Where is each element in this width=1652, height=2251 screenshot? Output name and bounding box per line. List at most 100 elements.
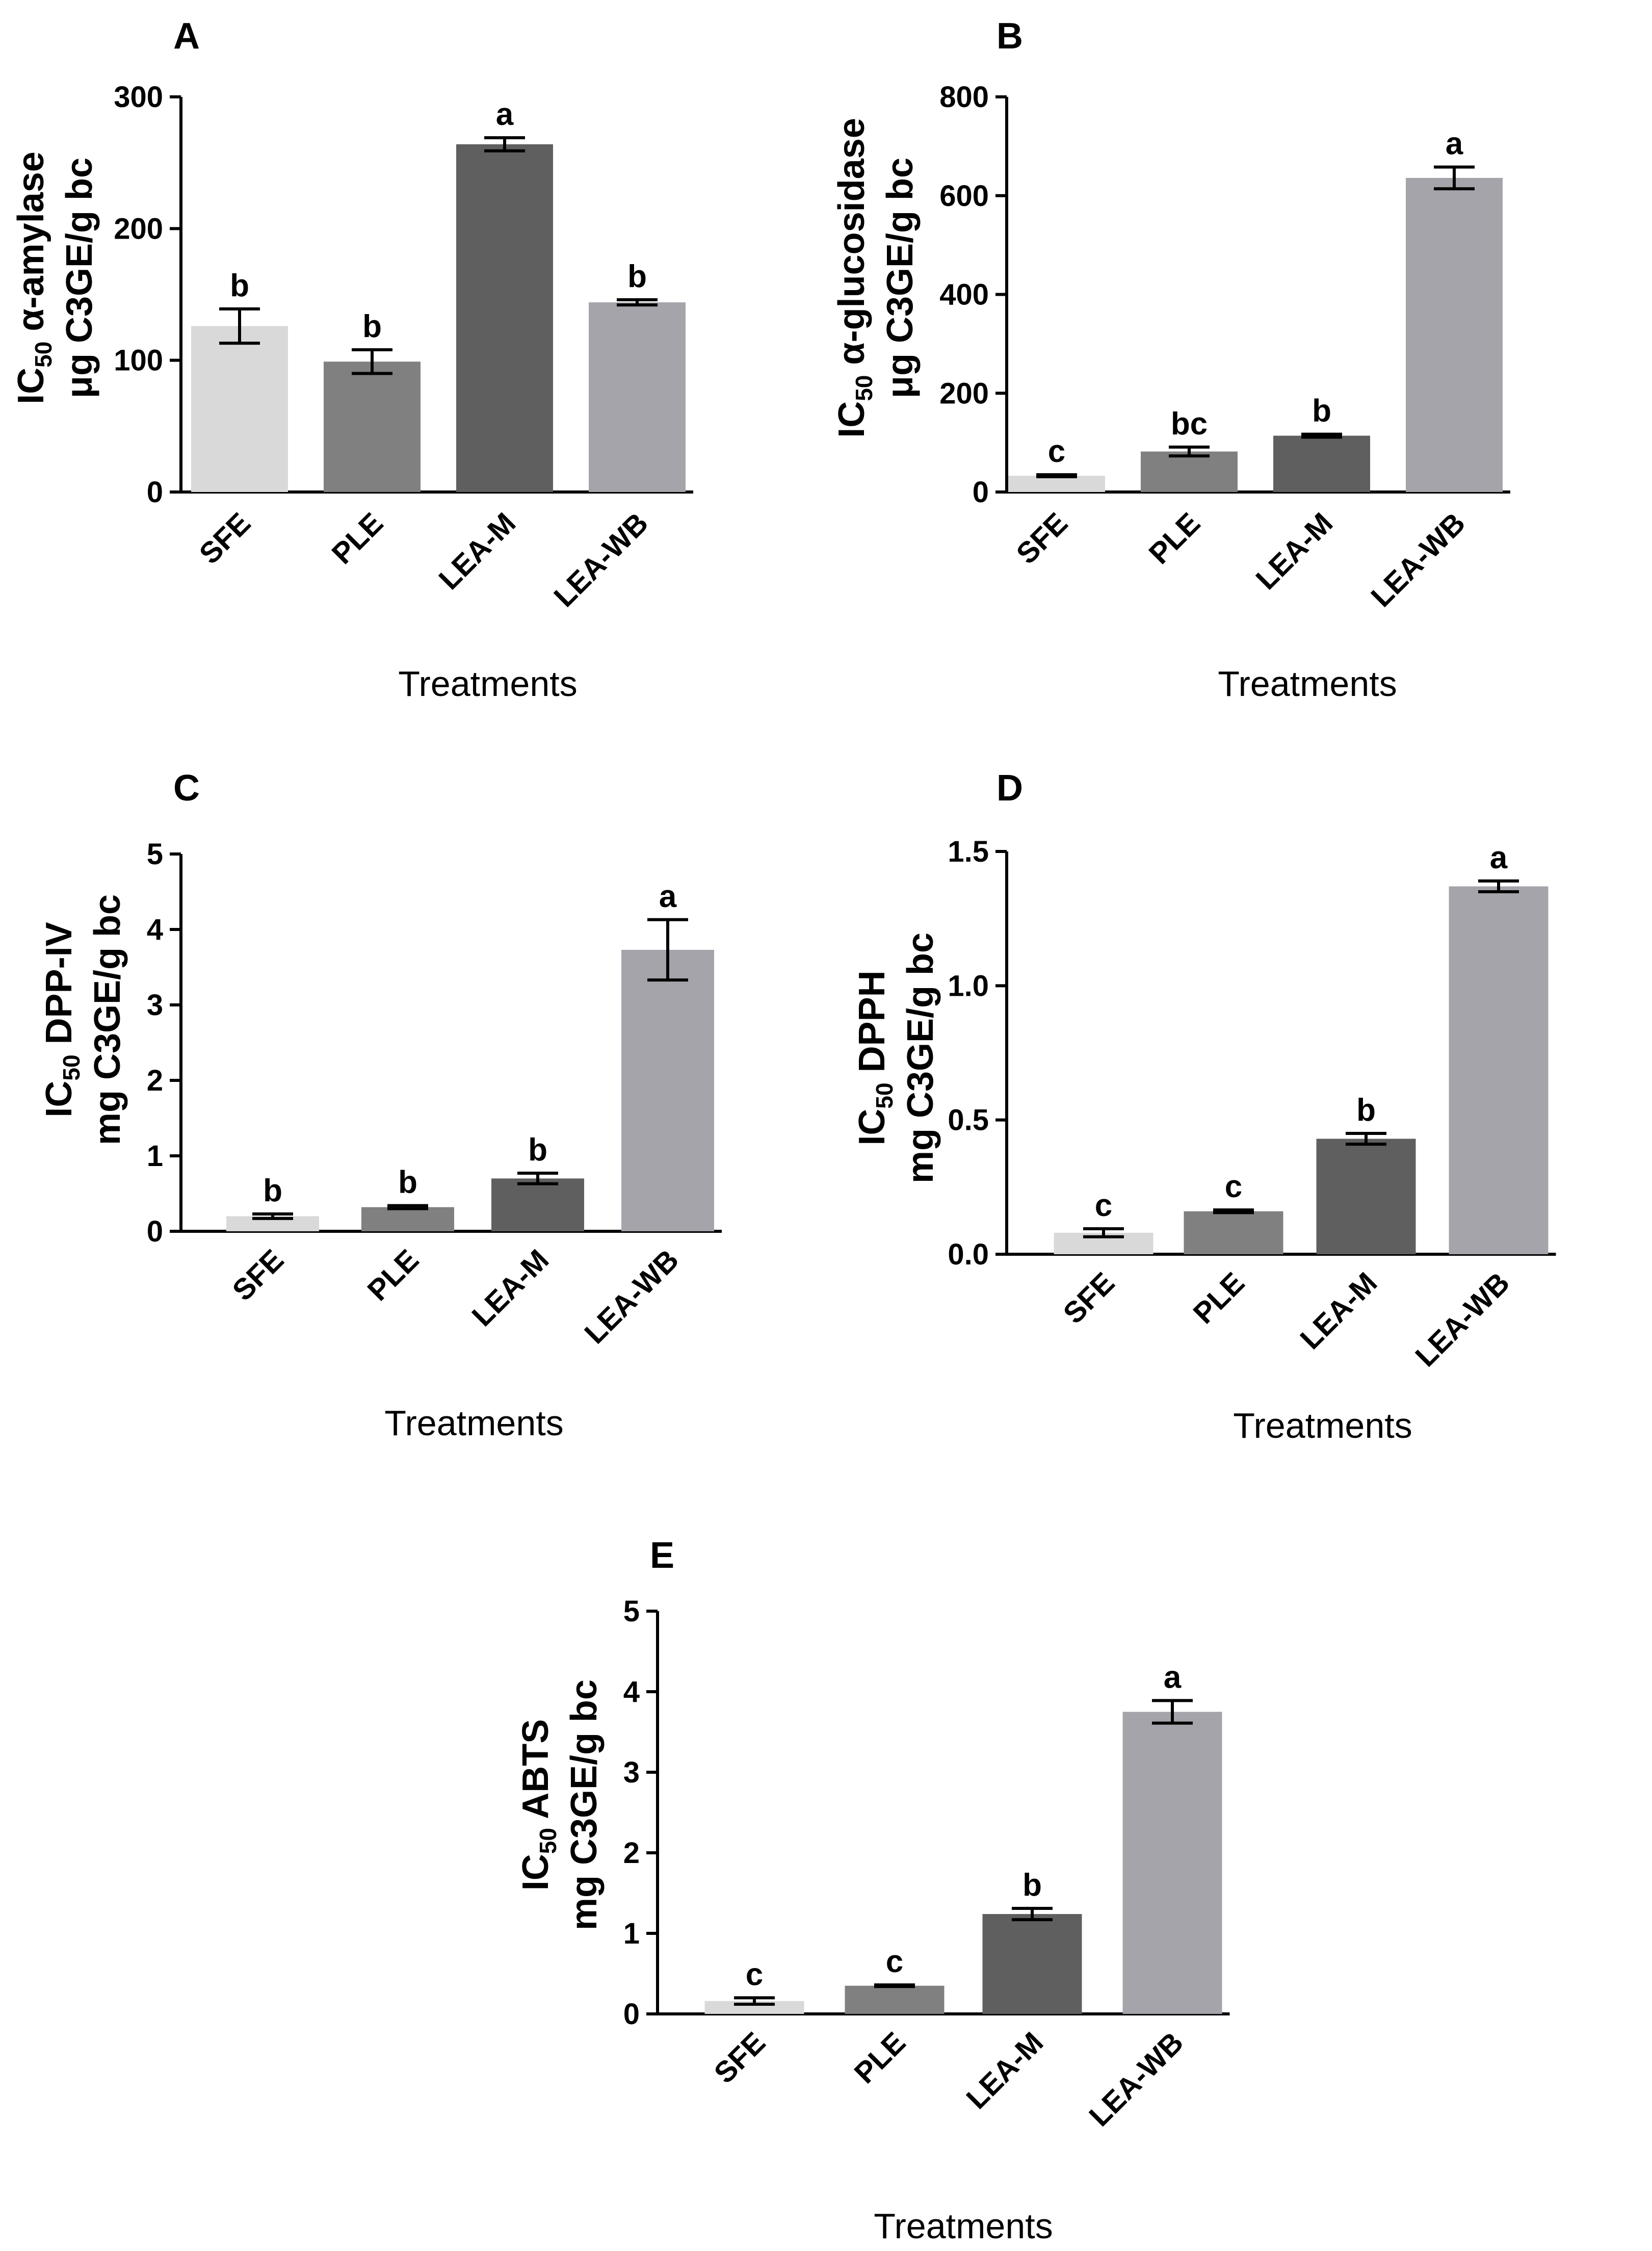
category-label-b: PLE xyxy=(1142,506,1207,571)
bar-a-lea-wb xyxy=(589,302,686,492)
significance-label-b: a xyxy=(1446,126,1463,162)
significance-label-d: c xyxy=(1095,1188,1112,1223)
y-tick-label-e: 4 xyxy=(623,1675,640,1709)
category-label-c: PLE xyxy=(361,1243,425,1307)
y-tick-label-d: 0.5 xyxy=(948,1104,989,1137)
category-label-b: SFE xyxy=(1010,506,1074,571)
bar-b-lea-wb xyxy=(1406,177,1503,492)
bar-d-lea-wb xyxy=(1449,886,1549,1254)
y-tick-label-c: 3 xyxy=(147,989,163,1022)
y-axis-label-c-line1: IC50 DPP-IV xyxy=(39,922,85,1117)
category-label-b: LEA-WB xyxy=(1365,506,1472,613)
y-tick-label-a: 200 xyxy=(114,212,163,245)
category-label-c: SFE xyxy=(226,1243,290,1307)
y-axis-label-a-line1: IC50 α-amylase xyxy=(11,151,57,404)
y-tick-label-a: 0 xyxy=(147,476,163,509)
y-tick-label-e: 5 xyxy=(623,1595,640,1628)
significance-label-a: b xyxy=(230,268,249,303)
category-label-e: PLE xyxy=(848,2026,912,2090)
significance-label-c: b xyxy=(263,1173,282,1208)
panel-e: E IC50 ABTS mg C3GE/g bc Treatments 0 1 2 3… xyxy=(515,1535,1230,2246)
panel-c: C IC50 DPP-IV mg C3GE/g bc Treatments 0 1… xyxy=(39,768,722,1443)
panel-letter-b: B xyxy=(997,16,1023,57)
significance-label-b: b xyxy=(1312,394,1331,429)
panel-b: B IC50 α-glucosidase μg C3GE/g bc Treatm… xyxy=(831,16,1510,704)
significance-label-c: b xyxy=(398,1165,417,1200)
significance-label-e: b xyxy=(1022,1868,1042,1903)
category-label-e: LEA-WB xyxy=(1083,2026,1190,2133)
x-axis-label-c: Treatments xyxy=(384,1403,563,1443)
y-tick-label-d: 1.0 xyxy=(948,969,989,1002)
category-label-d: SFE xyxy=(1057,1266,1121,1330)
bar-a-lea-m xyxy=(456,144,553,492)
y-tick-label-e: 1 xyxy=(623,1917,640,1950)
x-axis-label-d: Treatments xyxy=(1233,1406,1412,1445)
y-tick-label-a: 100 xyxy=(114,344,163,377)
y-axis-label-b-line2: μg C3GE/g bc xyxy=(880,158,921,398)
bar-c-lea-wb xyxy=(621,949,714,1231)
category-label-c: LEA-M xyxy=(465,1243,555,1333)
y-tick-label-c: 1 xyxy=(147,1140,163,1173)
significance-label-d: a xyxy=(1490,840,1508,875)
bar-b-sfe xyxy=(1008,476,1105,492)
category-label-a: SFE xyxy=(193,506,257,571)
y-tick-label-b: 800 xyxy=(939,81,989,114)
significance-label-a: b xyxy=(627,259,647,294)
y-axis-label-d-line1: IC50 DPPH xyxy=(852,970,898,1145)
y-tick-label-e: 0 xyxy=(623,1998,640,2031)
panel-letter-d: D xyxy=(997,768,1023,809)
y-tick-label-e: 2 xyxy=(623,1836,640,1870)
bar-b-ple xyxy=(1141,451,1238,492)
significance-label-a: b xyxy=(362,309,382,344)
bar-c-ple xyxy=(361,1207,454,1231)
y-axis-label-e-line2: mg C3GE/g bc xyxy=(564,1679,605,1930)
y-axis-label-d-line2: mg C3GE/g bc xyxy=(900,933,941,1183)
category-label-b: LEA-M xyxy=(1249,506,1339,596)
bar-a-sfe xyxy=(191,326,288,492)
category-label-d: LEA-M xyxy=(1294,1266,1383,1356)
category-label-a: LEA-M xyxy=(432,506,522,596)
y-axis-label-e-line1: IC50 ABTS xyxy=(515,1719,561,1891)
panel-d: D IC50 DPPH mg C3GE/g bc Treatments 0.0 0… xyxy=(852,768,1556,1445)
y-tick-label-d: 0.0 xyxy=(948,1238,989,1271)
x-axis-label-b: Treatments xyxy=(1218,664,1397,704)
y-axis-label-a-line2: μg C3GE/g bc xyxy=(59,158,100,398)
significance-label-e: c xyxy=(886,1944,903,1979)
panel-letter-a: A xyxy=(173,16,200,57)
panel-letter-c: C xyxy=(173,768,200,809)
y-axis-label-c-line2: mg C3GE/g bc xyxy=(87,894,128,1145)
significance-label-e: a xyxy=(1164,1660,1182,1695)
y-axis-label-b-line1: IC50 α-glucosidase xyxy=(831,118,877,438)
panel-letter-e: E xyxy=(650,1535,674,1576)
y-tick-label-c: 4 xyxy=(147,913,163,946)
significance-label-a: a xyxy=(496,97,514,132)
bar-e-ple xyxy=(845,1985,945,2014)
category-label-c: LEA-WB xyxy=(578,1243,685,1350)
category-label-d: LEA-WB xyxy=(1409,1266,1516,1373)
bar-d-lea-m xyxy=(1316,1139,1416,1254)
category-label-e: LEA-M xyxy=(960,2026,1050,2115)
panel-a: A IC50 α-amylase μg C3GE/g bc Treatments… xyxy=(11,16,693,704)
x-axis-label-a: Treatments xyxy=(398,664,577,704)
bar-e-lea-wb xyxy=(1122,1712,1222,2014)
y-tick-label-e: 3 xyxy=(623,1756,640,1789)
significance-label-e: c xyxy=(746,1957,763,1992)
x-axis-label-e: Treatments xyxy=(874,2206,1053,2246)
y-tick-label-b: 600 xyxy=(939,179,989,213)
significance-label-b: c xyxy=(1048,434,1065,469)
category-label-e: SFE xyxy=(707,2026,772,2090)
bar-e-lea-m xyxy=(982,1914,1082,2014)
bar-d-ple xyxy=(1184,1211,1283,1254)
category-label-a: LEA-WB xyxy=(547,506,654,613)
significance-label-c: a xyxy=(659,879,677,914)
y-tick-label-b: 0 xyxy=(973,476,989,509)
significance-label-c: b xyxy=(528,1132,547,1168)
significance-label-b: bc xyxy=(1171,406,1208,442)
significance-label-d: b xyxy=(1356,1093,1376,1128)
y-tick-label-c: 5 xyxy=(147,838,163,871)
y-tick-label-c: 0 xyxy=(147,1215,163,1248)
y-tick-label-a: 300 xyxy=(114,81,163,114)
category-label-a: PLE xyxy=(325,506,389,571)
category-label-d: PLE xyxy=(1187,1266,1251,1330)
